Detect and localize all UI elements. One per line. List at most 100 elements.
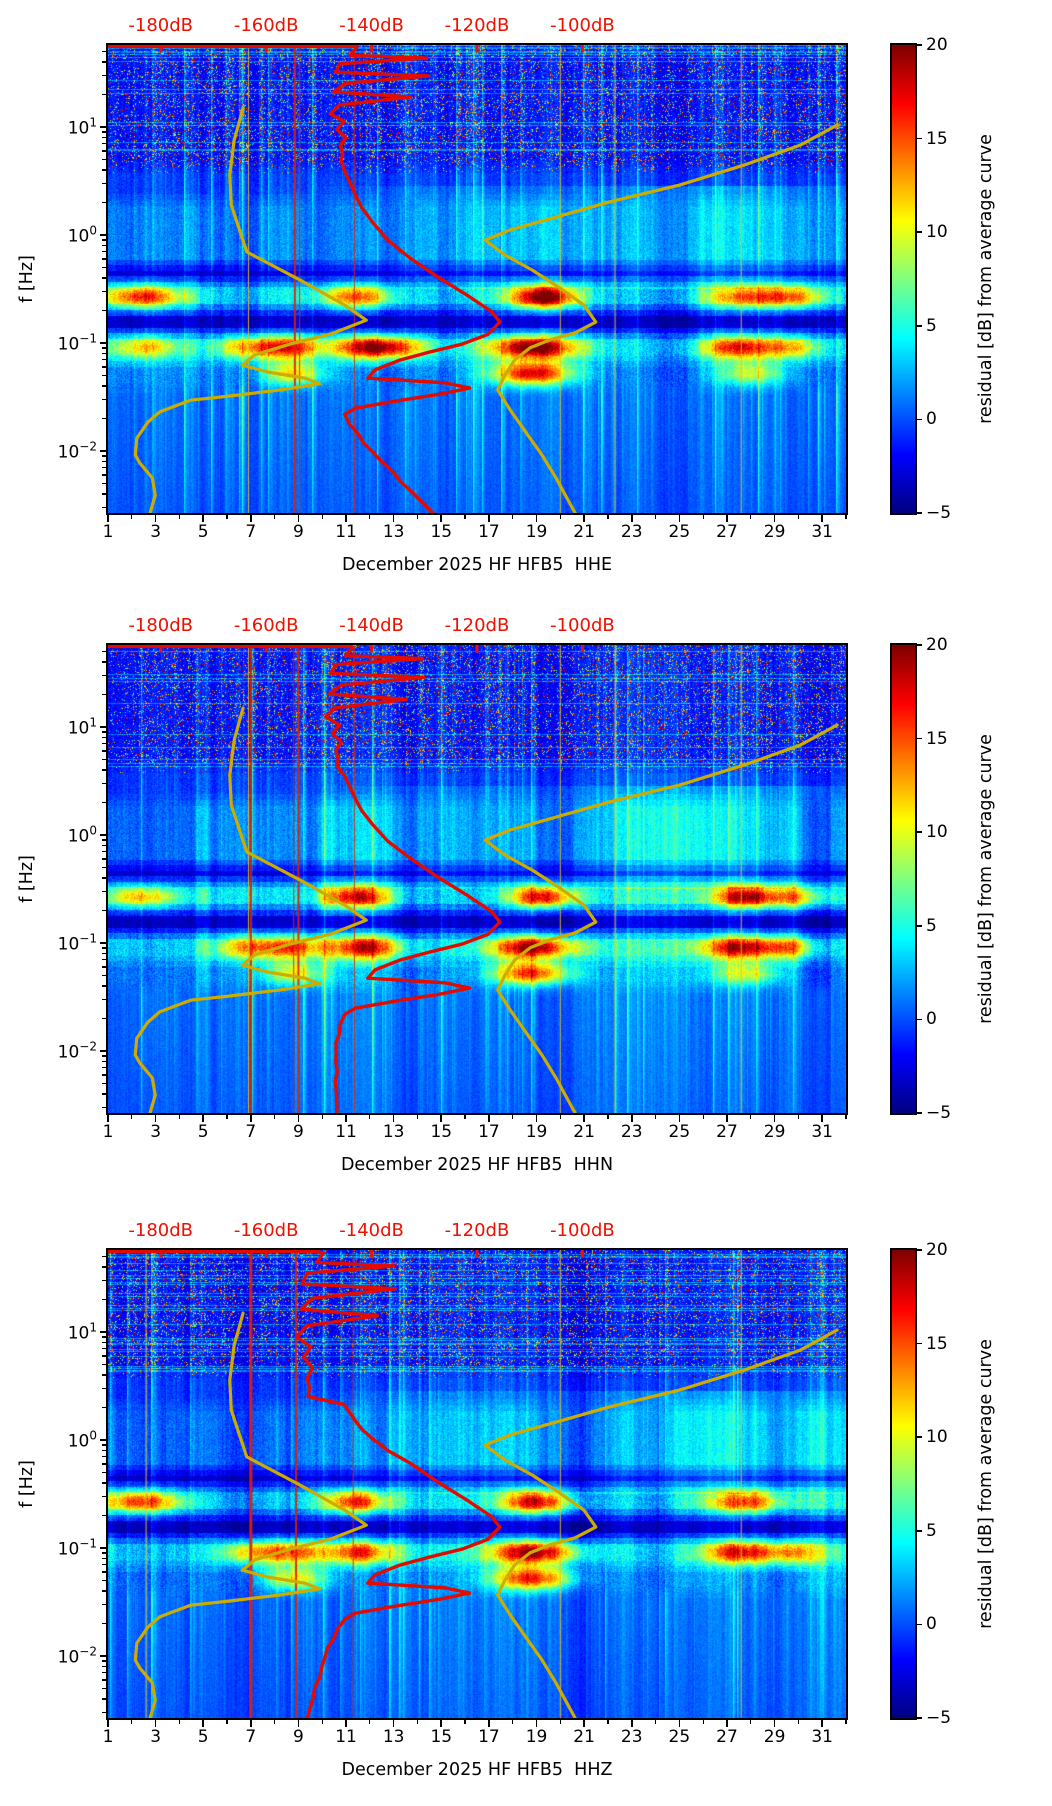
colorbar-label: residual [dB] from average curve [976, 734, 996, 1024]
y-axis-minor-tick [102, 506, 106, 509]
average-psd-curve [108, 46, 500, 513]
colorbar-tick-mark [917, 418, 922, 421]
y-axis-minor-tick [102, 1067, 106, 1069]
panel-title: December 2025 HF HFB5 HHN [340, 1155, 614, 1175]
y-axis-minor-tick [102, 947, 106, 949]
colorbar-tick-mark [917, 925, 922, 927]
x-axis-tick-mark [154, 1720, 157, 1727]
y-axis-tick-mark [99, 1655, 106, 1657]
y-axis-minor-tick [102, 1463, 106, 1465]
y-axis-minor-tick [102, 1348, 106, 1350]
y-axis-minor-tick [102, 998, 106, 1001]
x-axis-minor-tick [845, 1720, 847, 1724]
x-axis-tick-mark [821, 1115, 823, 1122]
x-axis-tick-mark [107, 1115, 109, 1122]
x-axis-tick-mark [630, 1115, 633, 1122]
y-axis-minor-tick [102, 1444, 106, 1446]
y-axis-minor-tick [102, 61, 106, 63]
x-axis-minor-tick [654, 1720, 657, 1724]
x-axis-minor-tick [226, 1115, 228, 1119]
colorbar-tick-label: 10 [926, 822, 948, 843]
x-axis-minor-tick [559, 1115, 561, 1119]
x-axis-minor-tick [274, 1115, 276, 1119]
top-axis-tick-label: -160dB [233, 615, 299, 636]
y-axis-minor-tick [102, 866, 106, 869]
x-axis-tick-label: 27 [716, 522, 738, 542]
y-axis-tick-mark [99, 1547, 106, 1549]
y-axis-tick-label: 100 [67, 1428, 97, 1452]
y-axis-minor-tick [102, 1698, 106, 1700]
x-axis-tick-label: 15 [430, 1122, 453, 1142]
x-axis-tick-label: 19 [525, 522, 548, 542]
x-axis-minor-tick [274, 515, 276, 519]
y-axis-minor-tick [102, 1074, 106, 1076]
colorbar-tick-mark [917, 231, 922, 233]
spectrogram-panel-hhe: -180dB -160dB -140dB -120dB -100dB f [Hz… [0, 0, 1052, 600]
y-axis-minor-tick [102, 1622, 106, 1625]
colorbar-tick-mark [917, 644, 922, 646]
x-axis-tick-label: 7 [245, 522, 257, 542]
y-axis-tick-mark [99, 1331, 106, 1333]
y-axis-minor-tick [102, 1552, 106, 1554]
psd-overlay-curves [108, 645, 846, 1113]
x-axis-tick-label: 23 [620, 1727, 643, 1747]
x-axis-tick-label: 11 [335, 1727, 357, 1747]
x-axis-tick-mark [583, 1720, 585, 1727]
y-axis-tick-label: 10−2 [57, 439, 97, 463]
y-axis-minor-tick [102, 158, 106, 161]
x-axis-tick-label: 1 [102, 522, 114, 542]
x-axis-tick-label: 29 [763, 1122, 786, 1142]
colorbar-tick-label: 15 [926, 128, 948, 149]
x-axis-minor-tick [512, 515, 514, 519]
x-axis-minor-tick [512, 1720, 514, 1724]
colorbar-tick-label: 20 [926, 1240, 948, 1260]
x-axis-tick-label: 25 [668, 1122, 691, 1142]
colorbar-label: residual [dB] from average curve [976, 134, 996, 424]
psd-overlay-curves [108, 1250, 846, 1718]
spectrogram-heatmap [108, 45, 846, 513]
y-axis-minor-tick [102, 1106, 106, 1109]
x-axis-tick-mark [535, 515, 538, 522]
colorbar-tick-mark [917, 1717, 922, 1719]
y-axis-minor-tick [102, 1082, 106, 1085]
y-axis-minor-tick [102, 290, 106, 293]
y-axis-minor-tick [102, 1456, 106, 1458]
y-axis-tick-mark [99, 126, 106, 128]
colorbar-tick-mark [917, 325, 922, 327]
top-axis-tick-label: -160dB [233, 15, 299, 36]
y-axis-minor-tick [102, 374, 106, 377]
y-axis-minor-tick [102, 650, 106, 653]
x-axis-minor-tick [702, 1720, 704, 1724]
panel-title: December 2025 HF HFB5 HHZ [341, 1760, 613, 1780]
x-axis-minor-tick [845, 515, 847, 519]
colorbar-label: residual [dB] from average curve [976, 1339, 996, 1629]
psd-overlay-curves [108, 45, 846, 513]
colorbar [890, 643, 917, 1115]
x-axis-tick-label: 31 [811, 1122, 834, 1142]
y-axis-minor-tick [102, 959, 106, 961]
x-axis-tick-mark [630, 515, 633, 522]
colorbar-tick-label: 10 [926, 1427, 948, 1448]
high-noise-model-curve [485, 1330, 837, 1718]
y-axis-minor-tick [102, 1341, 106, 1344]
x-axis-minor-tick [607, 1115, 609, 1119]
y-axis-tick-label: 10−2 [57, 1644, 97, 1668]
x-axis-tick-mark [726, 515, 728, 522]
x-axis-tick-mark [250, 515, 252, 522]
colorbar-tick-label: 20 [926, 635, 948, 655]
y-axis-minor-tick [102, 1363, 106, 1366]
x-axis-tick-label: 9 [293, 1727, 304, 1747]
x-axis-tick-label: 25 [668, 1727, 691, 1747]
y-axis-minor-tick [102, 1336, 106, 1338]
colorbar-tick-label: 5 [926, 915, 937, 936]
top-axis-tick-label: -100dB [550, 15, 615, 36]
x-axis-minor-tick [321, 515, 323, 519]
y-axis-tick-mark [99, 450, 106, 452]
average-psd-curve [108, 1251, 500, 1718]
x-axis-tick-mark [345, 515, 347, 522]
colorbar-tick-mark [917, 44, 922, 46]
y-axis-minor-tick [102, 952, 106, 955]
x-axis-tick-label: 13 [382, 1727, 405, 1747]
x-axis-tick-mark [773, 1720, 776, 1727]
x-axis-minor-tick [416, 1115, 419, 1119]
